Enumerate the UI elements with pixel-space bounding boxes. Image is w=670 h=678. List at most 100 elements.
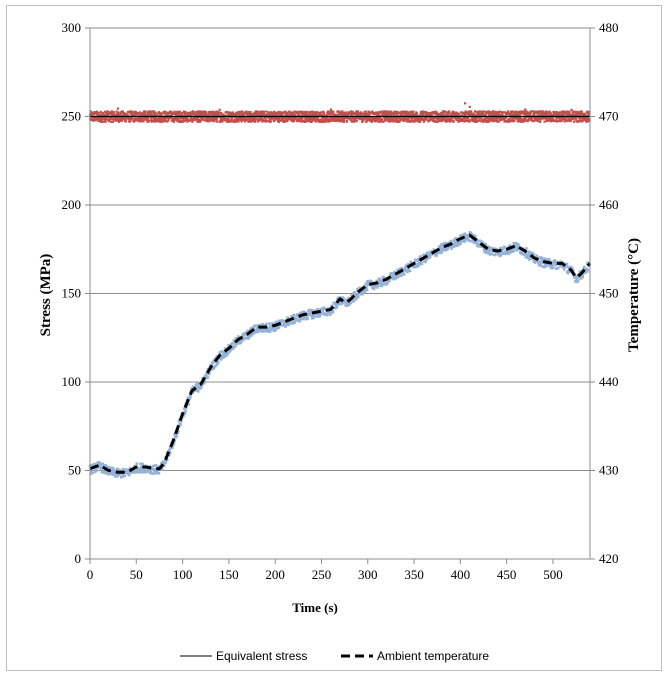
temperature-scatter-point [212,360,216,363]
stress-scatter-point [584,113,587,116]
stress-scatter-point [121,114,124,117]
stress-scatter-point [244,111,247,114]
stress-scatter-point [260,118,263,122]
temperature-scatter-point [267,327,270,330]
temperature-scatter-point [282,320,285,324]
temperature-scatter-point [528,256,532,260]
stress-scatter-point [368,113,371,116]
temperature-scatter-point [562,266,566,270]
stress-scatter-point [442,114,445,117]
stress-scatter-point [239,111,242,115]
stress-scatter-point [495,113,498,117]
temperature-scatter-point [320,312,324,315]
stress-scatter-point [560,116,563,119]
stress-scatter-point [537,112,540,115]
stress-scatter-point [529,113,532,116]
stress-scatter-point [389,114,392,117]
stress-scatter-point [416,119,419,123]
stress-scatter-point [209,110,212,114]
temperature-scatter-point [219,350,222,354]
temperature-scatter-point [380,279,384,283]
temperature-scatter-point [121,472,124,476]
stress-scatter-point [362,114,366,117]
stress-scatter-point [240,113,243,116]
stress-scatter-point [172,119,175,122]
stress-scatter-point [291,120,294,123]
stress-scatter-point [549,116,552,119]
temperature-scatter-point [376,279,380,283]
stress-scatter-point [116,117,119,120]
stress-scatter-point [429,119,432,122]
stress-scatter-point [362,112,365,116]
stress-scatter-point [217,111,221,114]
stress-scatter-point [143,118,146,121]
temperature-scatter-point [435,251,439,255]
temperature-scatter-point [521,253,524,256]
stress-scatter-point [226,111,229,114]
stress-scatter-point [550,113,553,117]
stress-scatter-point [94,116,97,119]
stress-scatter-point [513,119,516,122]
temperature-scatter-point [502,247,505,251]
stress-scatter-point [202,114,205,117]
stress-scatter-point [281,113,284,116]
stress-scatter-point [309,118,312,121]
stress-scatter-point [467,114,471,117]
stress-scatter-point [456,116,459,120]
temperature-scatter-point [177,419,181,423]
stress-scatter-point [339,112,342,115]
temperature-scatter-point [539,262,542,265]
temperature-scatter-point [347,296,350,300]
stress-scatter-point [287,114,290,117]
temperature-scatter-point [542,257,546,261]
stress-scatter-point [473,116,476,119]
stress-scatter-point [477,119,481,122]
temperature-scatter-point [402,272,406,276]
stress-scatter-point [468,110,471,113]
stress-scatter-point [239,110,242,113]
temperature-scatter-point [264,329,267,333]
stress-scatter-point [230,118,233,122]
stress-scatter-point [254,116,257,119]
stress-scatter-point [525,110,528,113]
temperature-scatter-point [551,266,555,269]
temperature-scatter-point [148,471,152,474]
stress-scatter-point [402,118,405,121]
stress-scatter-point [388,117,391,120]
stress-scatter-point [117,114,121,117]
stress-scatter-point [307,113,310,116]
temperature-scatter-point [164,461,167,464]
stress-scatter-point [486,116,489,119]
stress-scatter-point [470,110,473,113]
stress-scatter-point [277,118,280,121]
stress-scatter-point [558,114,561,117]
temperature-scatter-point [439,248,443,251]
temperature-scatter-point [98,463,102,467]
stress-scatter-point [137,119,140,123]
temperature-scatter-point [553,260,557,264]
stress-scatter-point [370,111,373,114]
stress-scatter-point [525,119,528,122]
stress-scatter-point [186,118,189,122]
stress-scatter-point [411,113,414,116]
temperature-scatter-point [440,251,444,254]
stress-scatter-point [499,113,502,117]
temperature-scatter-point [183,407,187,410]
temperature-scatter-point [168,448,171,452]
stress-scatter-point [212,111,215,114]
stress-scatter-point [171,117,174,121]
stress-scatter-point [237,111,241,114]
temperature-scatter-point [396,275,400,279]
stress-scatter-point [510,114,513,117]
stress-scatter-point [205,117,208,121]
stress-scatter-point [90,118,93,122]
stress-scatter-point [192,118,195,121]
stress-scatter-point [136,118,139,121]
stress-scatter-point [181,114,184,117]
stress-scatter-point [236,112,239,115]
temperature-scatter-point [121,475,124,478]
stress-scatter-point [192,111,196,114]
temperature-scatter-point [393,277,396,281]
stress-scatter-point [119,119,122,122]
temperature-scatter-point [129,471,133,474]
